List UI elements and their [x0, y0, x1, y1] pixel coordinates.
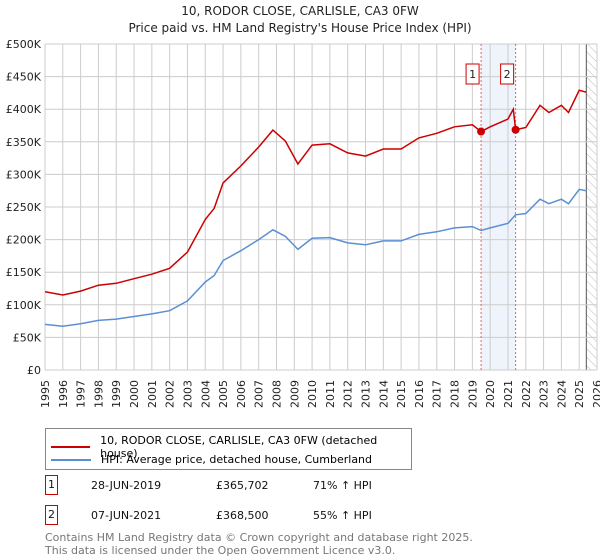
x-tick-label: 1996	[57, 380, 70, 408]
x-tick-label: 2010	[306, 380, 319, 408]
sale-price: £368,500	[216, 509, 269, 522]
x-tick-label: 2022	[520, 380, 533, 408]
hpi-line	[44, 188, 587, 328]
y-tick-label: £150K	[6, 266, 42, 279]
y-tick-label: £250K	[6, 201, 42, 214]
sale-point	[477, 127, 486, 136]
sale-badge: 1	[45, 475, 58, 495]
x-tick-label: 2013	[360, 380, 373, 408]
sale-date: 28-JUN-2019	[91, 479, 162, 492]
x-tick-label: 2026	[591, 380, 600, 408]
x-tick-label: 2019	[466, 380, 479, 408]
y-tick-label: £350K	[6, 136, 42, 149]
y-tick-label: £100K	[6, 299, 42, 312]
sale-label-box	[465, 63, 480, 85]
footer: Contains HM Land Registry data © Crown c…	[45, 531, 473, 557]
x-tick-label: 2002	[164, 380, 177, 408]
sale-label-box	[500, 63, 515, 85]
price-chart: 1995 1996 1997 1998 1999 2000 2001 2002 2003 2004…	[6, 38, 600, 408]
x-tick-label: 2000	[128, 380, 141, 408]
y-tick-label: £50K	[13, 331, 42, 344]
x-tick-label: 2011	[324, 380, 337, 408]
sale-badge: 2	[45, 505, 58, 525]
sale-date: 07-JUN-2021	[91, 509, 162, 522]
x-tick-label: 2018	[449, 380, 462, 408]
x-tick-label: 2012	[342, 380, 355, 408]
x-tick-label: 2006	[235, 380, 248, 408]
x-tick-label: 2020	[484, 380, 497, 408]
x-tick-label: 2015	[395, 380, 408, 408]
y-tick-label: £300K	[6, 168, 42, 181]
property-price-line	[44, 89, 587, 296]
y-tick-label: £400K	[6, 103, 42, 116]
x-tick-label: 2003	[181, 380, 194, 408]
x-tick-label: 2021	[502, 380, 515, 408]
sale-point	[511, 125, 520, 134]
x-tick-label: 2009	[288, 380, 301, 408]
legend: 10, RODOR CLOSE, CARLISLE, CA3 0FW (deta…	[45, 428, 412, 470]
x-tick-label: 2024	[555, 380, 568, 408]
x-tick-label: 1998	[92, 380, 105, 408]
x-tick-label: 2008	[270, 380, 283, 408]
sale-hpi-diff: 71% ↑ HPI	[313, 479, 372, 492]
x-tick-label: 2001	[146, 380, 159, 408]
x-tick-label: 1999	[110, 380, 123, 408]
x-tick-label: 2005	[217, 380, 230, 408]
legend-label: HPI: Average price, detached house, Cumb…	[101, 453, 373, 466]
x-tick-label: 1997	[75, 380, 88, 408]
sale-hpi-diff: 55% ↑ HPI	[313, 509, 372, 522]
sale-label: 1	[469, 68, 476, 81]
x-tick-label: 2017	[431, 380, 444, 408]
chart-subtitle: Price paid vs. HM Land Registry's House …	[128, 21, 472, 35]
x-tick-label: 2004	[199, 380, 212, 408]
x-tick-label: 2007	[253, 380, 266, 408]
y-tick-label: £450K	[6, 71, 42, 84]
legend-item-property: 10, RODOR CLOSE, CARLISLE, CA3 0FW (deta…	[51, 434, 411, 460]
x-tick-label: 2023	[538, 380, 551, 408]
legend-swatch-blue	[51, 458, 91, 461]
legend-label: 10, RODOR CLOSE, CARLISLE, CA3 0FW (deta…	[100, 434, 378, 460]
chart-title: 10, RODOR CLOSE, CARLISLE, CA3 0FW	[181, 4, 419, 18]
footer-line: This data is licensed under the Open Gov…	[45, 544, 396, 557]
x-tick-label: 2016	[413, 380, 426, 408]
x-tick-label: 1995	[39, 380, 52, 408]
x-tick-label: 2025	[573, 380, 586, 408]
sale-price: £365,702	[216, 479, 269, 492]
legend-item-hpi: HPI: Average price, detached house, Cumb…	[51, 453, 372, 466]
footer-line: Contains HM Land Registry data © Crown c…	[45, 531, 473, 544]
y-tick-label: £200K	[6, 234, 42, 247]
legend-swatch-red	[51, 446, 91, 448]
y-tick-label: £0	[27, 364, 41, 377]
sale-label: 2	[504, 68, 511, 81]
x-tick-label: 2014	[377, 380, 390, 408]
y-tick-label: £500K	[6, 38, 42, 51]
